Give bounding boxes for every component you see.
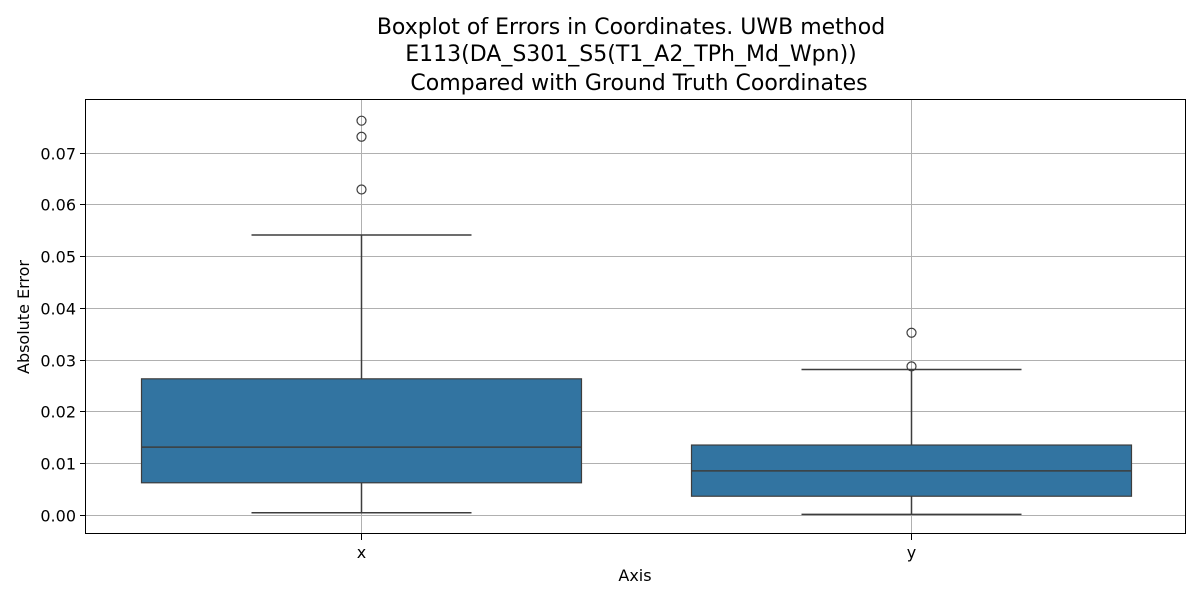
x-tick-label: x [357,543,366,562]
chart-title-line-2: E113(DA_S301_S5(T1_A2_TPh_Md_Wpn)) [405,42,856,67]
y-tick-label: 0.06 [40,196,76,215]
chart-title: Boxplot of Errors in Coordinates. UWB me… [377,15,885,96]
outlier-point [356,184,367,195]
y-tick-label: 0.03 [40,352,76,371]
y-axis-ticks: 0.00 0.01 0.02 0.03 0.04 0.05 0.06 0.07 [40,145,86,526]
box-group-x [140,115,583,514]
plot-frame [85,99,1186,534]
plot-area [140,115,1133,516]
x-tick-label: y [907,543,916,562]
outlier-point [356,131,367,142]
y-tick-label: 0.01 [40,455,76,474]
chart-title-line-1: Boxplot of Errors in Coordinates. UWB me… [377,15,885,40]
box-group-y [690,327,1133,516]
x-axis-label: Axis [618,566,651,585]
y-axis-label: Absolute Error [14,260,33,374]
y-tick-label: 0.02 [40,403,76,422]
outlier-point [906,361,917,372]
y-tick-label: 0.05 [40,248,76,267]
y-tick-label: 0.04 [40,300,76,319]
box-iqr [140,378,583,484]
y-tick-label: 0.07 [40,145,76,164]
chart-title-line-3: Compared with Ground Truth Coordinates [410,71,867,96]
outlier-point [906,327,917,338]
y-tick-label: 0.00 [40,507,76,526]
outlier-point [356,115,367,126]
